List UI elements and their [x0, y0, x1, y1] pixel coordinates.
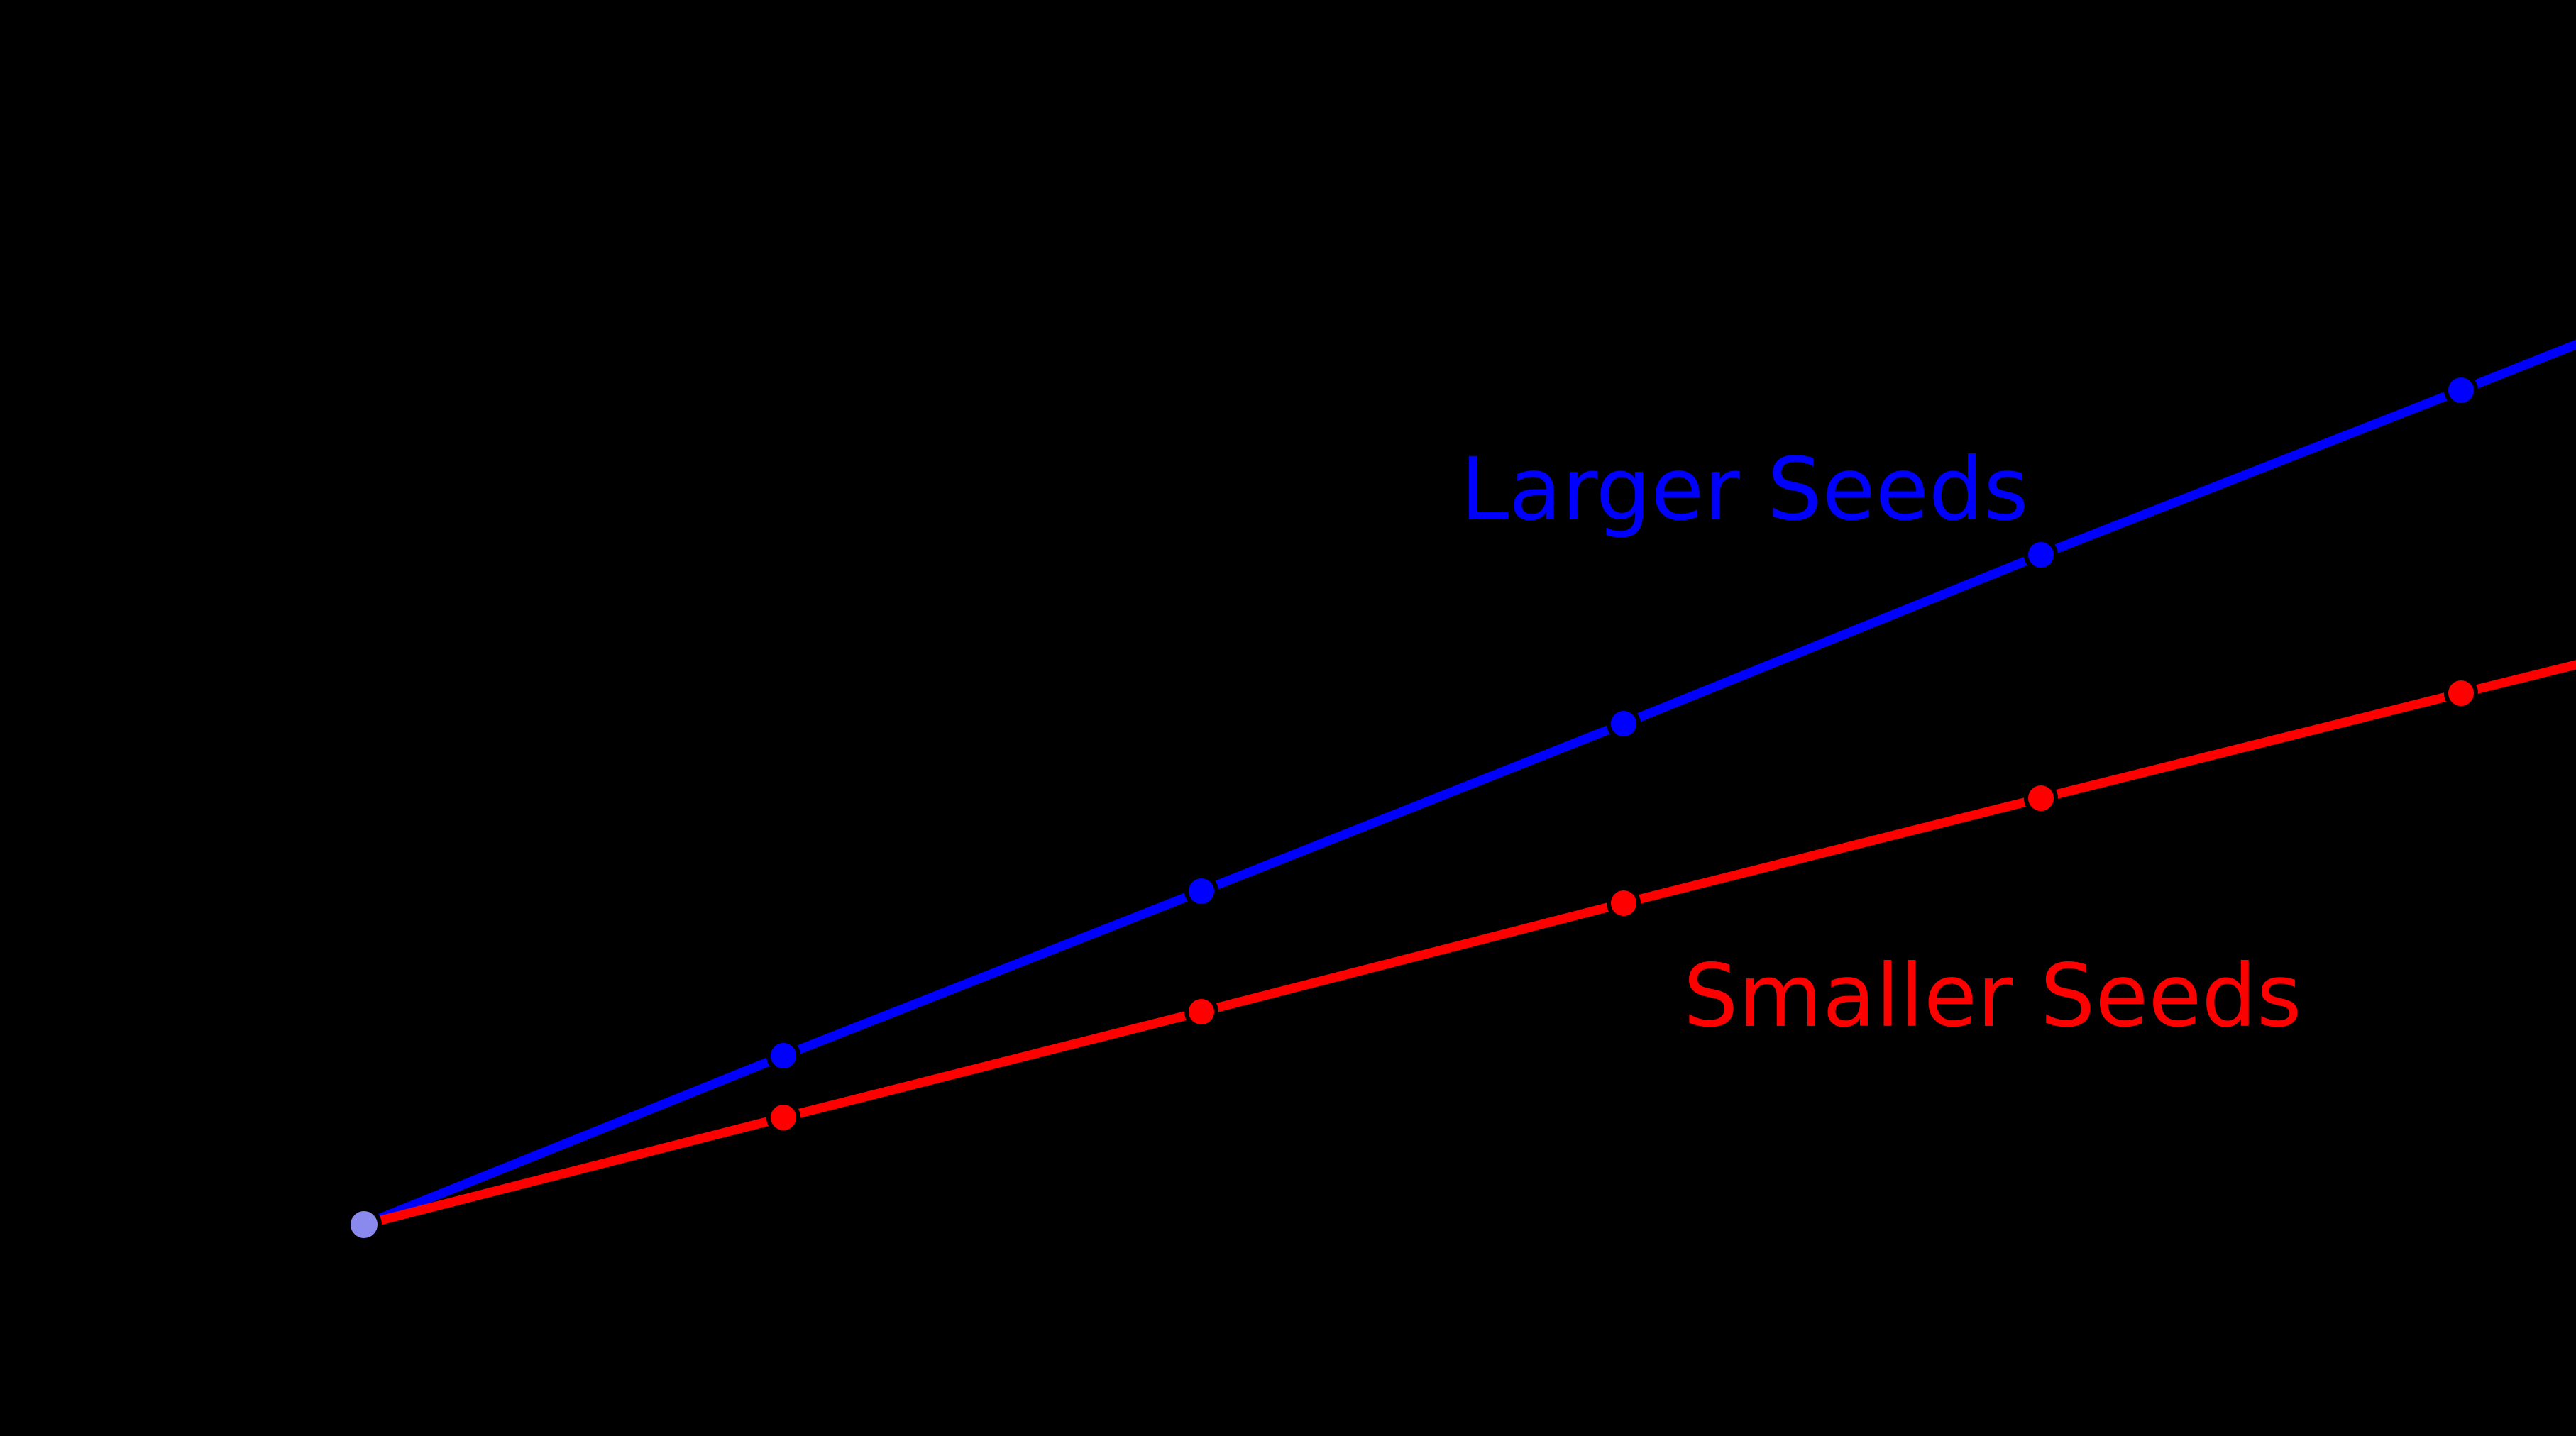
smaller-seeds-label: Smaller Seeds: [1683, 946, 2301, 1046]
larger-seeds-point-5: [2444, 373, 2478, 407]
smaller-seeds-point-5: [2444, 676, 2478, 710]
larger-seeds-point-3: [1607, 707, 1641, 741]
larger-seeds-point-1: [766, 1039, 800, 1073]
larger-seeds-label: Larger Seeds: [1460, 439, 2029, 540]
larger-seeds-point-4: [2024, 538, 2058, 572]
shared-origin-point: [346, 1207, 382, 1242]
smaller-seeds-point-2: [1184, 995, 1218, 1029]
smaller-seeds-point-1: [766, 1100, 800, 1134]
series-layer: [346, 339, 2576, 1242]
larger-seeds-point-2: [1184, 874, 1218, 908]
smaller-seeds-point-4: [2024, 781, 2058, 815]
smaller-seeds-point-3: [1607, 886, 1641, 920]
label-layer: Larger Seeds Smaller Seeds: [1460, 439, 2301, 1046]
